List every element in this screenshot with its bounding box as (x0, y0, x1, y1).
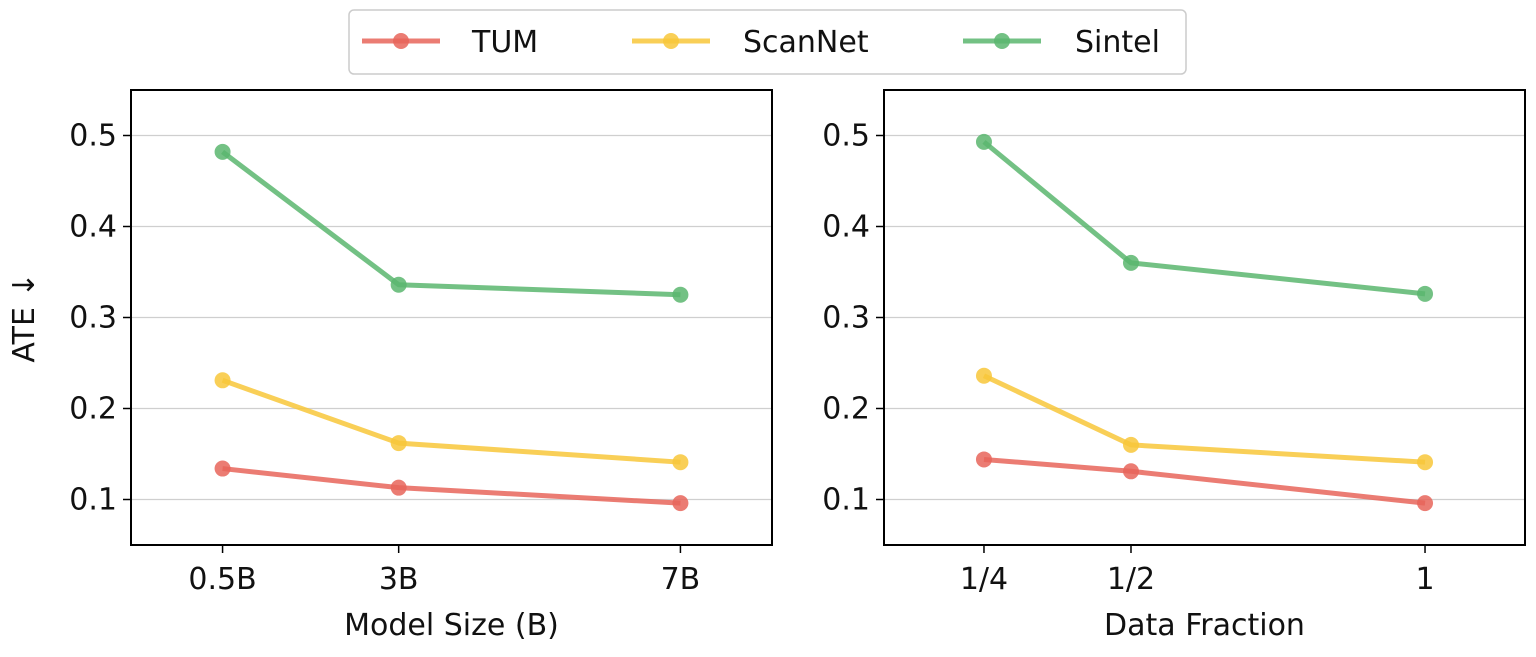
y-axis: 0.1 0.2 0.3 0.4 0.5 (822, 119, 884, 518)
y-axis-title: ATE ↓ (7, 272, 42, 362)
panel-data-fraction: 0.1 0.2 0.3 0.4 0.5 1/4 1/2 1 Data Fraction (822, 89, 1526, 643)
data-point-tum-0-5b (214, 460, 231, 477)
x-tick-label: 1/2 (1107, 562, 1155, 597)
data-point-sintel-1-2 (1122, 254, 1139, 271)
data-point-scannet-7b (672, 454, 689, 471)
series-scannet (214, 372, 689, 471)
legend-item-tum: TUM (362, 25, 538, 60)
x-tick-label: 1 (1415, 562, 1434, 597)
x-axis-title: Data Fraction (1104, 608, 1305, 643)
data-point-scannet-1-2 (1122, 436, 1139, 453)
series-line-sintel (982, 139, 1426, 297)
series-scannet (975, 367, 1434, 471)
data-point-tum-1-2 (1122, 463, 1139, 480)
data-point-scannet-1-4 (975, 367, 992, 384)
data-point-tum-1 (1417, 495, 1434, 512)
legend-label: TUM (471, 25, 538, 60)
series-tum (975, 451, 1434, 512)
series-sintel (975, 133, 1434, 302)
y-tick-label: 0.2 (822, 392, 870, 427)
y-tick-label: 0.5 (822, 119, 870, 154)
legend: TUM ScanNet Sintel (348, 9, 1187, 75)
data-point-tum-3b (390, 479, 407, 496)
series-line-scannet (221, 377, 681, 465)
data-point-sintel-1-4 (975, 133, 992, 150)
series-line-sintel (221, 149, 681, 298)
data-point-tum-1-4 (975, 451, 992, 468)
y-tick-label: 0.3 (822, 301, 870, 336)
y-tick-label: 0.3 (69, 301, 117, 336)
legend-item-scannet: ScanNet (632, 25, 869, 60)
x-axis: 0.5B 3B 7B (188, 545, 700, 597)
series-tum (214, 460, 689, 512)
y-tick-label: 0.4 (822, 210, 870, 245)
legend-frame (348, 9, 1187, 75)
y-axis: 0.1 0.2 0.3 0.4 0.5 (69, 119, 131, 518)
data-point-sintel-7b (672, 286, 689, 303)
x-tick-label: 7B (661, 562, 701, 597)
data-point-tum-7b (672, 495, 689, 512)
x-axis: 1/4 1/2 1 (960, 545, 1435, 597)
y-tick-label: 0.4 (69, 210, 117, 245)
data-point-scannet-0-5b (214, 372, 231, 389)
x-tick-label: 0.5B (188, 562, 256, 597)
grid (884, 134, 1525, 501)
legend-marker (994, 33, 1010, 49)
series-line-tum (983, 456, 1426, 506)
series-line-scannet (982, 373, 1426, 465)
series-sintel (214, 143, 689, 303)
x-tick-label: 3B (379, 562, 419, 597)
grid (131, 134, 772, 501)
data-point-sintel-0-5b (214, 143, 231, 160)
data-point-sintel-1 (1417, 285, 1434, 302)
y-tick-label: 0.2 (69, 392, 117, 427)
data-point-scannet-3b (390, 435, 407, 452)
panel-model-size: 0.1 0.2 0.3 0.4 0.5 0.5B 3B 7B Model Size (B) ATE… (7, 89, 773, 643)
x-tick-label: 1/4 (960, 562, 1008, 597)
legend-label: Sintel (1075, 25, 1160, 60)
series-line-tum (222, 466, 681, 506)
y-tick-label: 0.5 (69, 119, 117, 154)
x-axis-title: Model Size (B) (344, 608, 559, 643)
legend-marker (663, 33, 679, 49)
data-point-scannet-1 (1417, 454, 1434, 471)
data-point-sintel-3b (390, 276, 407, 293)
legend-label: ScanNet (743, 25, 869, 60)
y-tick-label: 0.1 (822, 483, 870, 518)
y-tick-label: 0.1 (69, 483, 117, 518)
legend-item-sintel: Sintel (963, 25, 1160, 60)
legend-marker (393, 33, 409, 49)
